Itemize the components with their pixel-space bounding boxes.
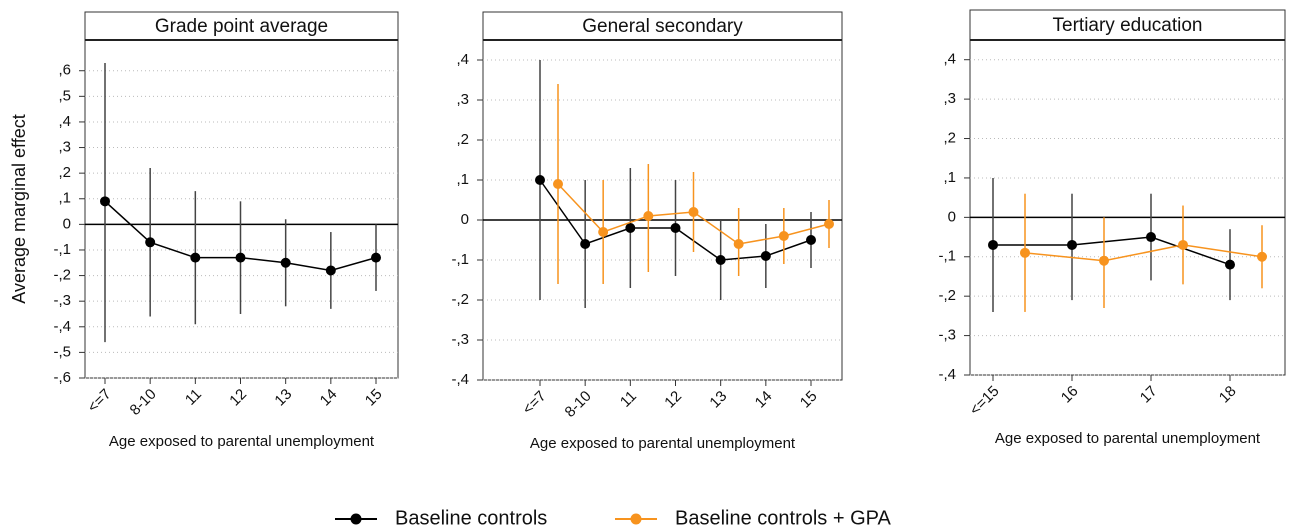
y-tick-label: 0 xyxy=(461,211,469,228)
y-tick-label: ,2 xyxy=(58,164,71,181)
y-tick-label: -,5 xyxy=(53,343,71,360)
x-tick-label: 15 xyxy=(362,386,386,410)
y-tick-label: ,2 xyxy=(943,129,956,146)
y-tick-label: ,4 xyxy=(456,51,469,68)
y-tick-label: 0 xyxy=(63,215,71,232)
legend-marker xyxy=(630,513,642,525)
y-tick-label: ,3 xyxy=(58,139,71,156)
point xyxy=(625,223,636,233)
x-tick-label: <=7 xyxy=(84,386,114,416)
legend-label: Baseline controls xyxy=(395,507,547,529)
point xyxy=(670,223,681,233)
point xyxy=(643,211,654,221)
x-tick-label: 13 xyxy=(706,388,730,412)
y-tick-label: -,4 xyxy=(53,318,71,335)
point xyxy=(371,252,381,263)
point xyxy=(733,239,744,249)
point xyxy=(715,255,726,265)
y-tick-label: ,1 xyxy=(943,169,956,186)
y-tick-label: -,6 xyxy=(53,369,71,386)
point xyxy=(535,175,545,185)
point xyxy=(100,196,110,207)
panel-title: Grade point average xyxy=(155,16,328,37)
point xyxy=(688,207,699,217)
x-tick-label: 8-10 xyxy=(562,388,595,421)
y-tick-label: -,2 xyxy=(53,267,71,284)
point xyxy=(145,237,156,248)
y-tick-label: -,3 xyxy=(451,331,469,348)
x-tick-label: 15 xyxy=(797,388,821,412)
point xyxy=(553,179,563,189)
point xyxy=(778,231,789,241)
point xyxy=(1178,239,1188,250)
x-axis-label: Age exposed to parental unemployment xyxy=(995,430,1261,447)
y-tick-label: ,1 xyxy=(456,171,469,188)
y-tick-label: -,3 xyxy=(53,292,71,309)
point xyxy=(325,265,336,276)
y-tick-label: ,2 xyxy=(456,131,469,148)
point xyxy=(280,257,291,268)
x-tick-label: 18 xyxy=(1216,383,1240,407)
y-tick-label: -,2 xyxy=(938,287,956,304)
legend-marker xyxy=(350,513,362,525)
y-tick-label: ,3 xyxy=(943,90,956,107)
point xyxy=(988,239,998,250)
y-tick-label: ,5 xyxy=(58,87,71,104)
y-tick-label: ,3 xyxy=(456,91,469,108)
y-tick-label: -,4 xyxy=(451,371,469,388)
y-tick-label: -,1 xyxy=(451,251,469,268)
x-tick-label: 14 xyxy=(752,388,776,412)
plot-frame xyxy=(969,9,1286,376)
point xyxy=(760,251,771,261)
x-tick-label: 8-10 xyxy=(127,386,160,419)
x-tick-label: 16 xyxy=(1058,383,1082,407)
point xyxy=(580,239,591,249)
y-tick-label: -,1 xyxy=(53,241,71,258)
panel-title: General secondary xyxy=(582,16,743,37)
x-tick-label: 17 xyxy=(1137,383,1161,407)
y-tick-label: -,1 xyxy=(938,248,956,265)
y-tick-label: ,4 xyxy=(58,113,71,130)
y-axis-label: Average marginal effect xyxy=(9,114,29,303)
x-axis-label: Age exposed to parental unemployment xyxy=(109,433,375,450)
x-tick-label: 14 xyxy=(317,386,341,410)
series-line xyxy=(993,236,1231,266)
x-tick-label: 11 xyxy=(182,386,205,409)
x-tick-label: <=15 xyxy=(966,383,1002,419)
y-tick-label: ,6 xyxy=(58,62,71,79)
y-tick-label: -,3 xyxy=(938,327,956,344)
point xyxy=(1257,251,1267,262)
point xyxy=(806,235,816,245)
x-tick-label: 13 xyxy=(271,386,295,410)
point xyxy=(1067,239,1077,250)
x-tick-label: 12 xyxy=(661,388,685,412)
point xyxy=(1146,232,1156,243)
x-tick-label: 12 xyxy=(226,386,250,410)
point xyxy=(1099,255,1109,266)
point xyxy=(1225,259,1235,270)
series-line xyxy=(1024,244,1263,262)
panel-title: Tertiary education xyxy=(1053,15,1203,36)
y-tick-label: -,2 xyxy=(451,291,469,308)
point xyxy=(824,219,834,229)
y-tick-label: ,4 xyxy=(943,51,956,68)
point xyxy=(598,227,609,237)
y-tick-label: -,4 xyxy=(938,366,956,383)
y-tick-label: ,1 xyxy=(58,190,71,207)
x-tick-label: <=7 xyxy=(519,388,549,418)
y-tick-label: 0 xyxy=(948,208,956,225)
plot-frame xyxy=(482,11,843,381)
legend-label: Baseline controls + GPA xyxy=(675,507,892,529)
plot-frame xyxy=(84,11,399,379)
x-tick-label: 11 xyxy=(617,388,640,411)
point xyxy=(190,252,201,263)
x-axis-label: Age exposed to parental unemployment xyxy=(530,435,796,452)
point xyxy=(1020,247,1030,258)
point xyxy=(235,252,246,263)
